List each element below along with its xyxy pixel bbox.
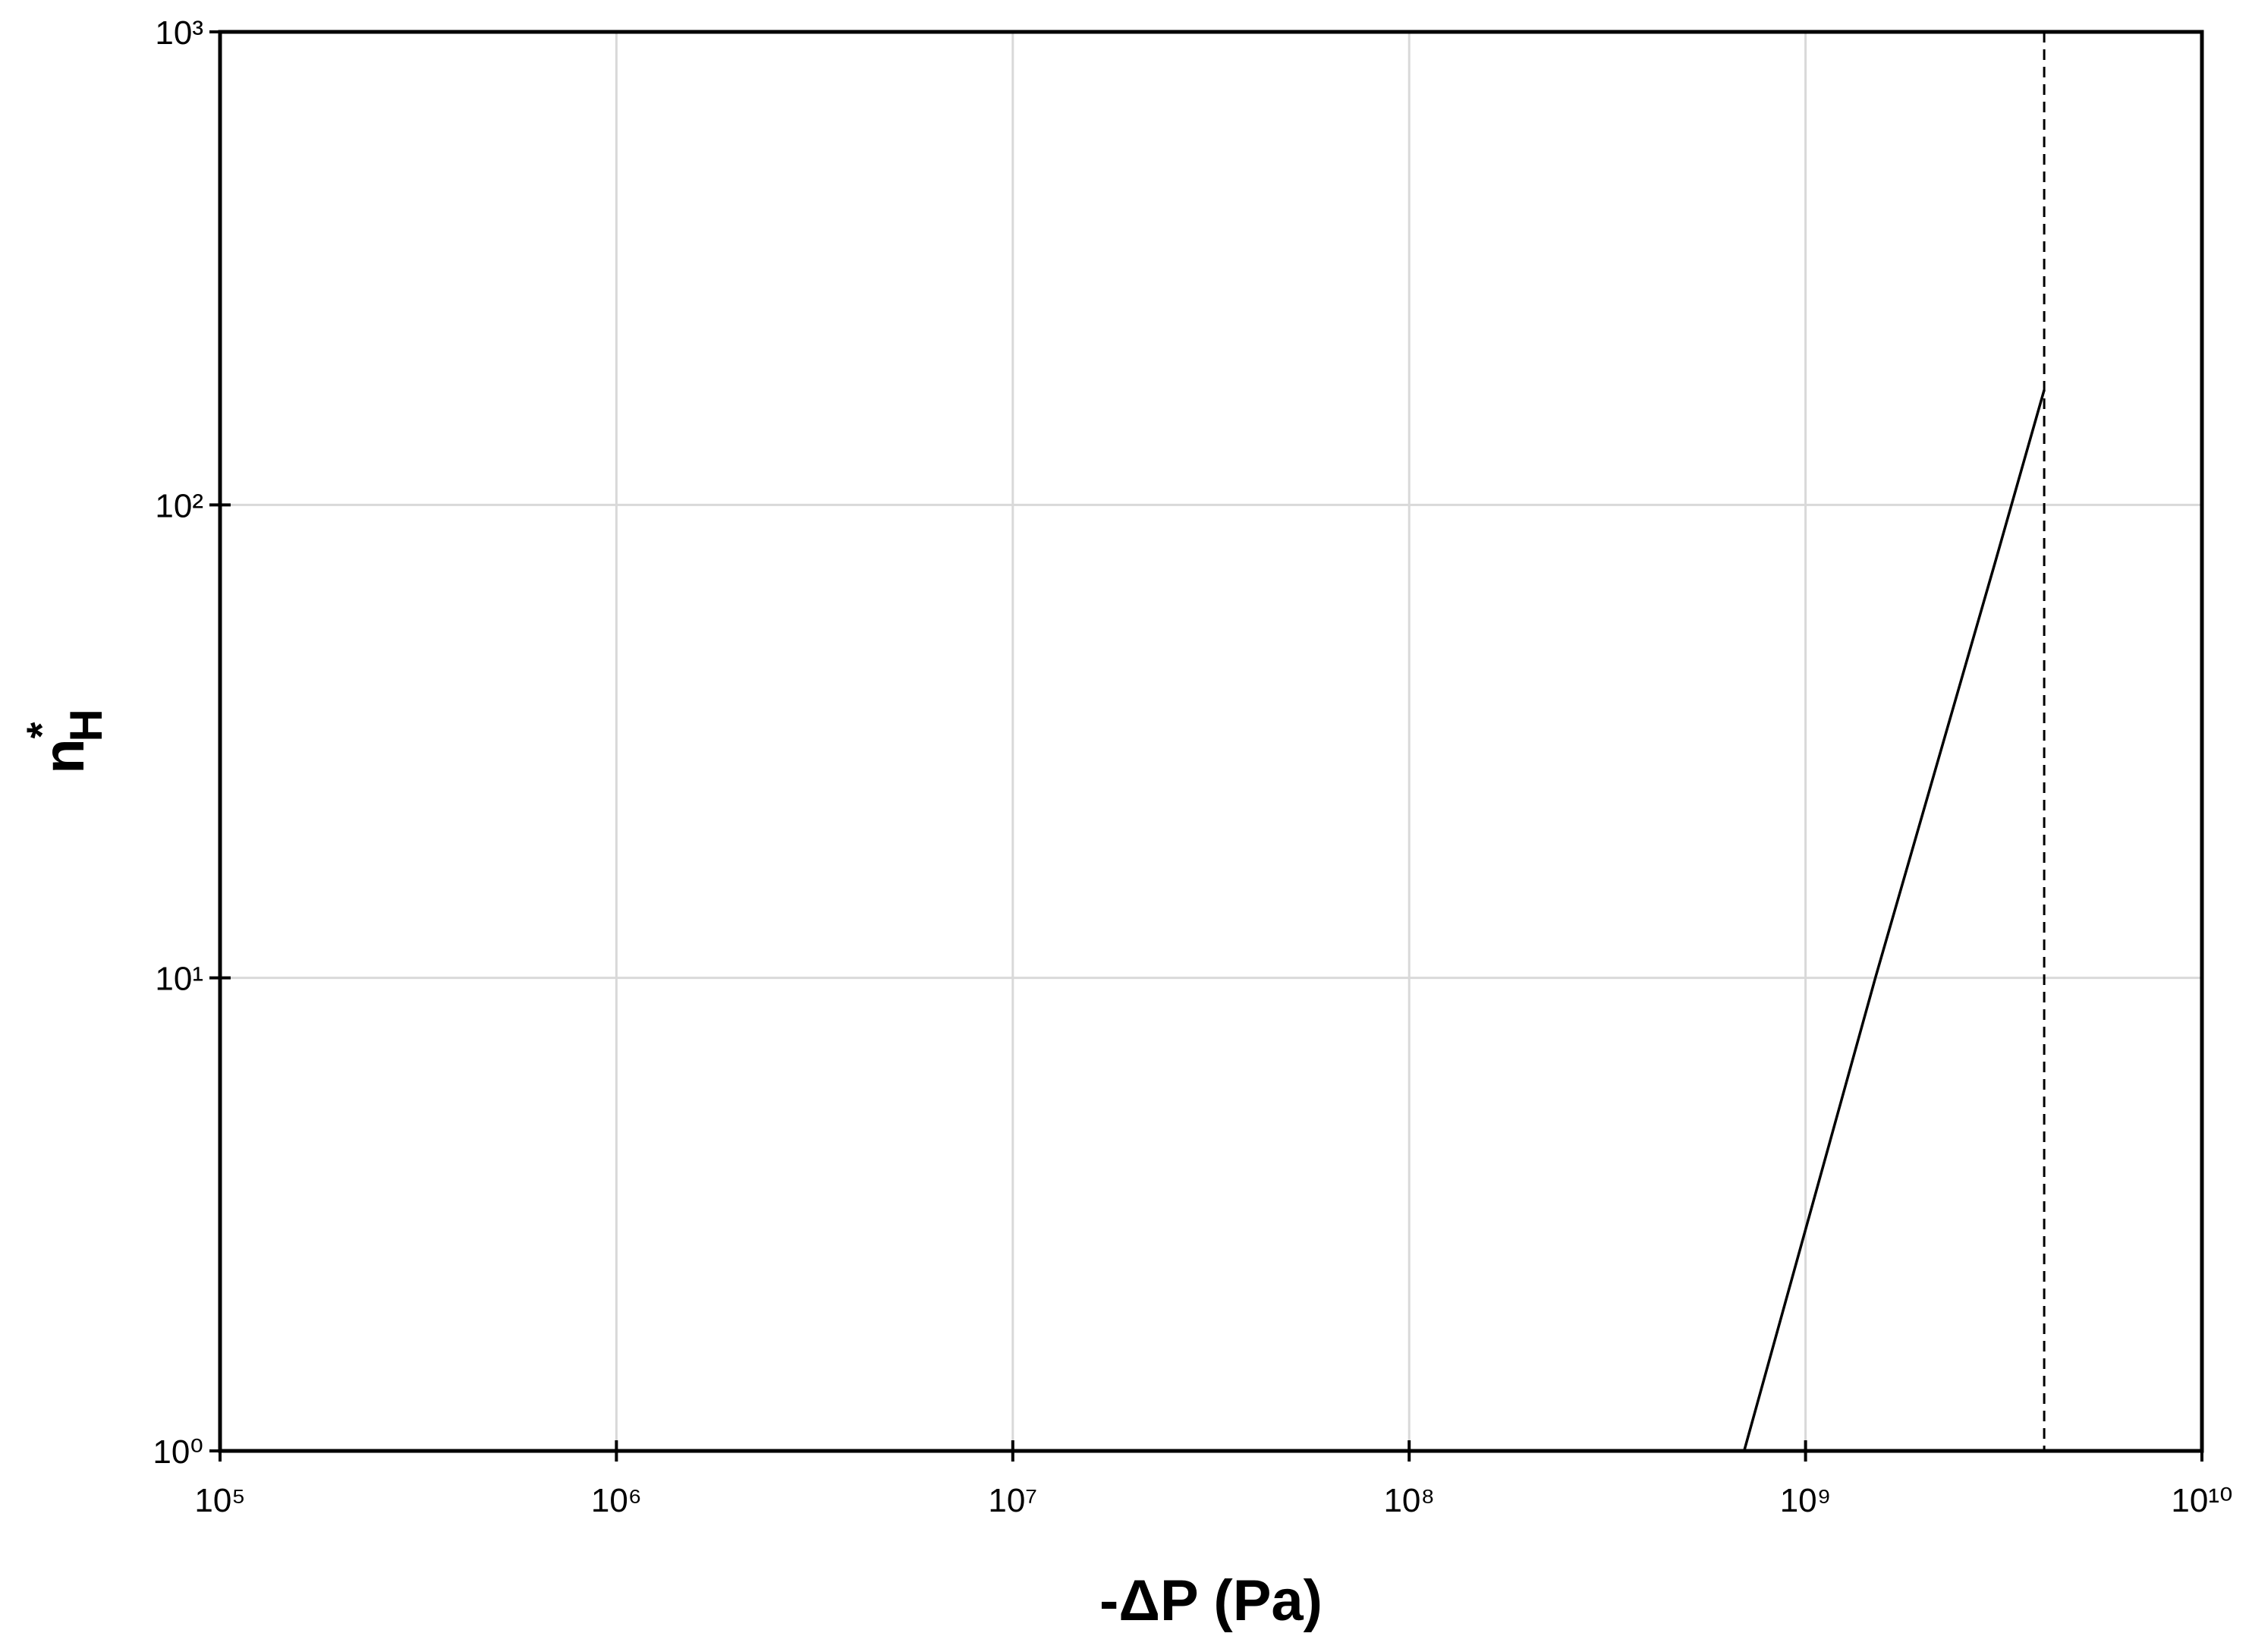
y-tick-label: 10⁰: [153, 1433, 203, 1471]
y-tick-label: 10²: [155, 487, 203, 524]
x-tick-label: 10⁹: [1780, 1482, 1832, 1519]
plot-frame: [218, 30, 2204, 1453]
x-tick-label: 10⁶: [591, 1482, 642, 1519]
y-tick-label: 10³: [155, 14, 203, 52]
x-tick-label: 10¹⁰: [2171, 1482, 2232, 1519]
x-tick-label: 10⁸: [1383, 1482, 1435, 1519]
y-tick-label: 10¹: [155, 961, 203, 998]
data-line: [1742, 389, 2046, 1452]
x-tick-label: 10⁷: [988, 1482, 1037, 1519]
x-axis-label: -ΔP (Pa): [1099, 1569, 1323, 1633]
y-axis-label: n*H: [17, 709, 112, 774]
x-tick-label: 10⁵: [194, 1482, 245, 1519]
